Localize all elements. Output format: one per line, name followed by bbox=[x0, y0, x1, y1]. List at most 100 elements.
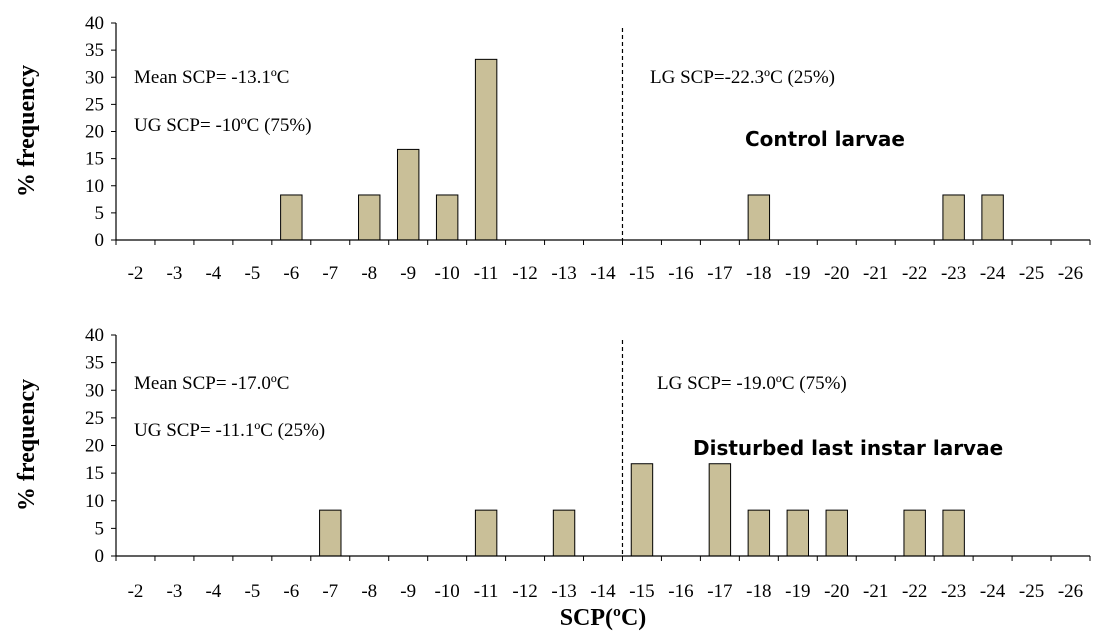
lg-scp-annotation: LG SCP=-22.3ºC (25%) bbox=[650, 67, 835, 88]
x-tick-label: -4 bbox=[205, 581, 221, 602]
x-tick-label: -2 bbox=[128, 263, 144, 284]
axes bbox=[111, 22, 1091, 245]
x-tick-label: -22 bbox=[902, 263, 927, 284]
x-tick-label: -15 bbox=[629, 581, 654, 602]
x-tick-label: -23 bbox=[941, 581, 966, 602]
bar bbox=[474, 509, 498, 557]
x-tick-label: -21 bbox=[863, 263, 888, 284]
bar bbox=[981, 194, 1004, 241]
y-tick-label: 25 bbox=[85, 408, 104, 429]
y-tick-label: 15 bbox=[85, 149, 104, 170]
bar bbox=[708, 463, 732, 557]
x-tick-label: -13 bbox=[551, 581, 576, 602]
x-tick-label: -24 bbox=[980, 263, 1006, 284]
y-tick-label: 20 bbox=[85, 436, 104, 457]
bar bbox=[942, 509, 965, 557]
x-tick-label: -6 bbox=[283, 581, 299, 602]
mean-scp-annotation: Mean SCP= -13.1ºC bbox=[134, 67, 289, 88]
y-tick-labels: 0 5 10 15 20 25 30 35 40 bbox=[85, 13, 104, 251]
x-tick-label: -2 bbox=[128, 581, 144, 602]
y-tick-label: 0 bbox=[95, 546, 105, 567]
x-tick-label: -4 bbox=[205, 263, 221, 284]
mean-scp-annotation: Mean SCP= -17.0ºC bbox=[134, 373, 289, 394]
x-tick-label: -19 bbox=[785, 581, 810, 602]
x-tick-label: -9 bbox=[400, 581, 416, 602]
bar bbox=[786, 509, 810, 557]
y-tick-label: 35 bbox=[85, 353, 104, 374]
y-tick-label: 5 bbox=[95, 203, 105, 224]
x-tick-label: -14 bbox=[590, 263, 616, 284]
x-tick-label: -12 bbox=[512, 263, 537, 284]
x-tick-label: -17 bbox=[707, 581, 732, 602]
x-tick-label: -24 bbox=[980, 581, 1006, 602]
x-tick-label: -19 bbox=[785, 263, 810, 284]
bar bbox=[552, 509, 576, 557]
x-tick-label: -15 bbox=[629, 263, 654, 284]
x-tick-label: -20 bbox=[824, 263, 849, 284]
x-tick-label: -26 bbox=[1058, 263, 1083, 284]
x-tick-label: -6 bbox=[283, 263, 299, 284]
x-tick-label: -18 bbox=[746, 581, 771, 602]
x-tick-label: -5 bbox=[244, 581, 260, 602]
y-axis-label: % frequency bbox=[14, 65, 40, 197]
bar bbox=[825, 509, 848, 557]
x-tick-label: -8 bbox=[361, 263, 377, 284]
x-tick-label: -25 bbox=[1019, 263, 1044, 284]
x-tick-label: -25 bbox=[1019, 581, 1044, 602]
bar bbox=[747, 194, 771, 241]
x-tick-label: -21 bbox=[863, 581, 888, 602]
y-tick-label: 30 bbox=[85, 380, 104, 401]
y-tick-label: 30 bbox=[85, 67, 104, 88]
lg-scp-annotation: LG SCP= -19.0ºC (75%) bbox=[657, 373, 847, 394]
y-tick-label: 15 bbox=[85, 463, 104, 484]
x-tick-label: -16 bbox=[668, 581, 693, 602]
y-tick-label: 35 bbox=[85, 40, 104, 61]
y-axis-label: % frequency bbox=[14, 379, 40, 511]
y-tick-label: 5 bbox=[95, 518, 105, 539]
x-axis-label: SCP(ºC) bbox=[560, 605, 647, 631]
x-tick-label: -10 bbox=[434, 263, 459, 284]
bars bbox=[319, 463, 965, 557]
bar bbox=[474, 58, 498, 241]
x-tick-label: -11 bbox=[474, 581, 499, 602]
bar bbox=[396, 148, 420, 241]
y-tick-label: 20 bbox=[85, 122, 104, 143]
bar bbox=[942, 194, 965, 241]
x-tick-label: -3 bbox=[167, 581, 183, 602]
x-tick-label: -7 bbox=[322, 581, 338, 602]
panel-title: Disturbed last instar larvae bbox=[693, 436, 1003, 460]
y-tick-label: 40 bbox=[85, 325, 104, 346]
x-tick-labels: -2 -3 -4 -5 -6 -7 -8 -9 -10 -11 -12 -13 -14 -15 -16 -17… bbox=[128, 581, 1084, 602]
bars bbox=[280, 58, 1004, 241]
panel-title: Control larvae bbox=[745, 127, 905, 151]
x-tick-label: -17 bbox=[707, 263, 732, 284]
x-tick-labels: -2 -3 -4 -5 -6 -7 -8 -9 -10 -11 -12 -13 -14 -15 -16 -17… bbox=[128, 263, 1084, 284]
x-tick-label: -20 bbox=[824, 581, 849, 602]
x-tick-label: -12 bbox=[512, 581, 537, 602]
x-tick-label: -10 bbox=[434, 581, 459, 602]
y-tick-label: 25 bbox=[85, 94, 104, 115]
bar bbox=[280, 194, 303, 241]
x-tick-label: -18 bbox=[746, 263, 771, 284]
y-tick-label: 10 bbox=[85, 491, 104, 512]
x-tick-label: -16 bbox=[668, 263, 693, 284]
x-tick-label: -23 bbox=[941, 263, 966, 284]
ug-scp-annotation: UG SCP= -11.1ºC (25%) bbox=[134, 420, 325, 441]
x-tick-label: -14 bbox=[590, 581, 616, 602]
x-tick-label: -13 bbox=[551, 263, 576, 284]
bar bbox=[358, 194, 381, 241]
x-tick-label: -26 bbox=[1058, 581, 1083, 602]
axes bbox=[111, 334, 1091, 561]
x-tick-label: -8 bbox=[361, 581, 377, 602]
x-tick-label: -5 bbox=[244, 263, 260, 284]
bar bbox=[630, 463, 654, 557]
ug-scp-annotation: UG SCP= -10ºC (75%) bbox=[134, 115, 312, 136]
bar bbox=[903, 509, 926, 557]
bar bbox=[435, 194, 459, 241]
y-tick-labels: 0 5 10 15 20 25 30 35 40 bbox=[85, 325, 104, 567]
bar bbox=[747, 509, 771, 557]
x-tick-label: -22 bbox=[902, 581, 927, 602]
